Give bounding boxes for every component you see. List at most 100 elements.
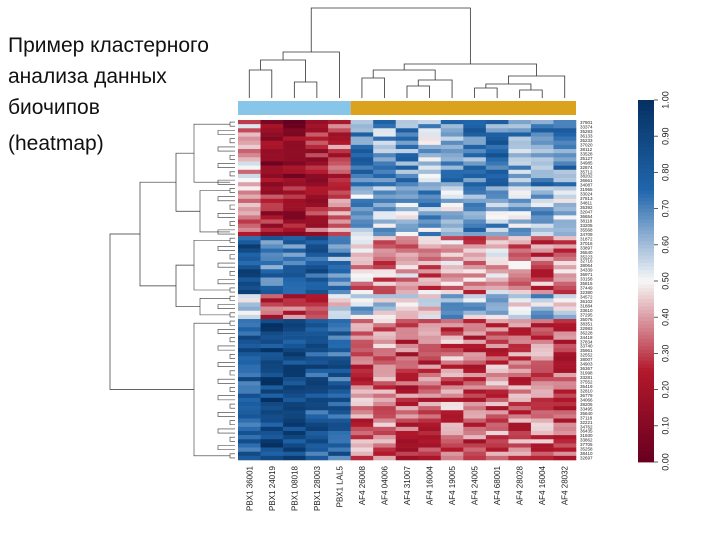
heatmap-cell xyxy=(328,368,351,374)
heatmap-cell xyxy=(440,128,464,133)
heatmap-cell xyxy=(485,136,509,142)
heatmap-cell xyxy=(395,348,419,353)
heatmap-cell xyxy=(260,406,284,411)
row-label: 35127 xyxy=(580,156,593,161)
heatmap-cell xyxy=(260,435,284,440)
heatmap-cell xyxy=(305,327,329,332)
heatmap-cell xyxy=(553,211,577,216)
column-labels: PBX1 36001 PBX1 24019 PBX1 08018 PBX1 28003… xyxy=(245,465,569,510)
heatmap-cell xyxy=(260,277,284,283)
heatmap-cell xyxy=(305,360,329,365)
heatmap-cell xyxy=(530,306,554,312)
heatmap-cell xyxy=(418,120,442,125)
heatmap-cell xyxy=(350,248,374,253)
heatmap-cell xyxy=(553,144,577,150)
heatmap-cell xyxy=(283,252,306,258)
heatmap-cell xyxy=(508,319,532,324)
heatmap-cell xyxy=(238,277,261,283)
heatmap-cell xyxy=(418,410,442,415)
heatmap-cell xyxy=(463,389,487,394)
heatmap-cell xyxy=(530,153,554,158)
heatmap-cell xyxy=(395,173,419,179)
heatmap-cell xyxy=(508,265,532,270)
heatmap-cell xyxy=(418,231,442,237)
heatmap-cell xyxy=(530,157,554,162)
colorbar-segment xyxy=(638,371,654,376)
heatmap-cell xyxy=(508,136,532,142)
heatmap-cell xyxy=(283,455,306,461)
heatmap-cell xyxy=(305,136,329,142)
heatmap-cell xyxy=(418,406,442,411)
heatmap-cell xyxy=(440,439,464,444)
heatmap-cell xyxy=(283,364,306,370)
heatmap-cell xyxy=(305,173,329,179)
heatmap-cell xyxy=(463,153,487,158)
heatmap-cell xyxy=(508,219,532,224)
heatmap-cell xyxy=(418,422,442,428)
colorbar-tick-label: 0.40 xyxy=(660,308,670,326)
heatmap-cell xyxy=(530,252,554,258)
heatmap-cell xyxy=(238,236,261,241)
heatmap-cell xyxy=(373,190,397,195)
heatmap-cell xyxy=(508,435,532,440)
heatmap-cell xyxy=(328,149,351,154)
dendrogram-branch xyxy=(229,287,235,293)
heatmap-cell xyxy=(260,389,284,394)
column-label: AF4 28028 xyxy=(516,465,525,505)
heatmap-cell xyxy=(418,190,442,195)
heatmap-cell xyxy=(328,410,351,415)
heatmap-cell xyxy=(530,285,554,291)
heatmap-cell xyxy=(508,414,532,419)
heatmap-cell xyxy=(530,294,554,299)
heatmap-cell xyxy=(238,327,261,332)
heatmap-cell xyxy=(508,352,532,357)
heatmap-cell xyxy=(463,198,487,204)
heatmap-cell xyxy=(260,343,284,349)
row-label: 37552 xyxy=(580,380,593,385)
heatmap-cell xyxy=(418,273,442,278)
heatmap-cell xyxy=(305,186,329,191)
colorbar-segment xyxy=(638,443,654,448)
heatmap-cell xyxy=(328,207,351,212)
heatmap-cell xyxy=(440,153,464,158)
heatmap-cell xyxy=(530,335,554,341)
heatmap-cell xyxy=(463,165,487,171)
row-label: 37705 xyxy=(580,442,593,447)
heatmap-cell xyxy=(395,443,419,448)
heatmap-cell xyxy=(395,140,419,146)
heatmap-cell xyxy=(283,248,306,253)
heatmap-cell xyxy=(463,302,487,307)
heatmap-cell xyxy=(350,418,374,423)
heatmap-cell xyxy=(485,132,509,137)
heatmap-cell xyxy=(328,314,351,320)
heatmap-cell xyxy=(395,339,419,345)
heatmap-cell xyxy=(440,360,464,365)
heatmap-cell xyxy=(485,418,509,423)
colorbar-segment xyxy=(638,219,654,224)
heatmap-cell xyxy=(328,190,351,195)
heatmap-cell xyxy=(395,231,419,237)
heatmap-cell xyxy=(440,319,464,324)
heatmap-cell xyxy=(440,364,464,370)
row-label: 35392 xyxy=(580,205,593,210)
heatmap-cell xyxy=(485,414,509,419)
heatmap-cell xyxy=(260,136,284,142)
heatmap-cell xyxy=(395,331,419,336)
heatmap-cell xyxy=(305,178,329,183)
heatmap-cell xyxy=(530,144,554,150)
heatmap-cell xyxy=(395,285,419,291)
colorbar-tick-label: 0.90 xyxy=(660,127,670,145)
slide-subtitle: (heatmap) xyxy=(8,132,104,155)
heatmap-cell xyxy=(508,215,532,220)
heatmap-cell xyxy=(508,277,532,283)
slide-title-line-1: Пример кластерного xyxy=(8,34,209,57)
heatmap-cell xyxy=(530,430,554,436)
heatmap-cell xyxy=(508,422,532,428)
heatmap-cell xyxy=(440,401,464,407)
heatmap-cell xyxy=(440,140,464,146)
heatmap-cell xyxy=(395,389,419,394)
heatmap-cell xyxy=(418,393,442,399)
colorbar-segment xyxy=(638,230,654,235)
heatmap-cell xyxy=(553,418,577,423)
heatmap-cell xyxy=(373,269,397,274)
